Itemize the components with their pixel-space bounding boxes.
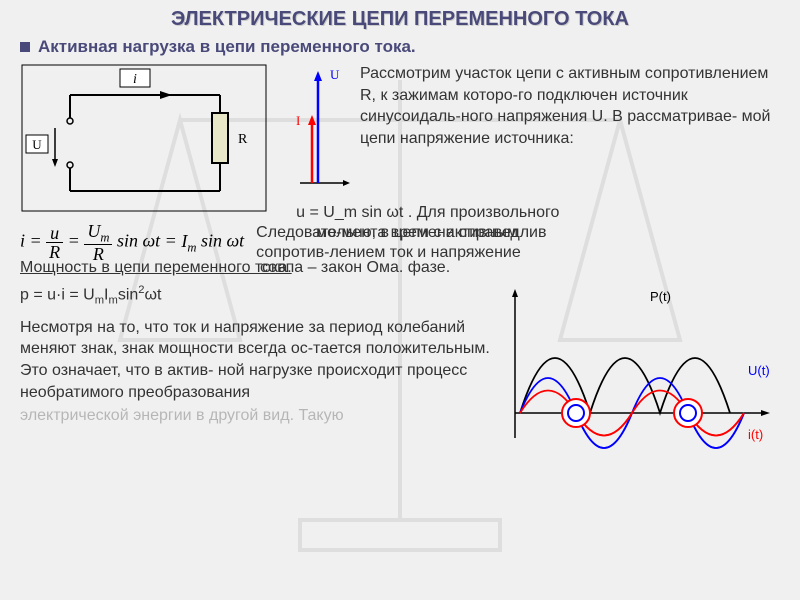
svg-text:i: i [133,72,137,87]
svg-text:U: U [32,137,42,152]
svg-text:U: U [330,67,340,82]
svg-text:R: R [238,132,248,147]
bullet-icon [20,42,30,52]
svg-text:U(t): U(t) [748,363,770,378]
subtitle: Активная нагрузка в цепи переменного ток… [38,37,416,57]
vector-diagram: U I [290,63,350,213]
overlap-text-3: мо-мента времени справедлив [316,223,546,242]
power-chart: P(t) U(t) i(t) [500,283,780,483]
overlap-text-5: совпа – закон Ома. фазе. [260,259,450,277]
paragraph-1: Рассмотрим участок цепи с активным сопро… [360,63,780,218]
power-formula: p = u·i = UmImsin2ωt [20,283,490,309]
subtitle-row: Активная нагрузка в цепи переменного ток… [20,37,780,57]
circuit-diagram: i R [20,63,268,213]
svg-text:P(t): P(t) [650,289,671,304]
power-section-title: Мощность в цепи переменного тока. [20,259,292,276]
paragraph-2: Несмотря на то, что ток и напряжение за … [20,317,490,403]
svg-text:I: I [296,113,300,128]
svg-text:i(t): i(t) [748,427,763,442]
overlap-text-1: u = U_m sin ωt . Для произвольного [296,203,559,222]
page-title: ЭЛЕКТРИЧЕСКИЕ ЦЕПИ ПЕРЕМЕННОГО ТОКА [20,8,780,31]
paragraph-2-cut: электрической энергии в другой вид. Таку… [20,405,490,427]
main-formula: i = u R = Um R sin ωt = Im sin ωt [20,222,244,263]
